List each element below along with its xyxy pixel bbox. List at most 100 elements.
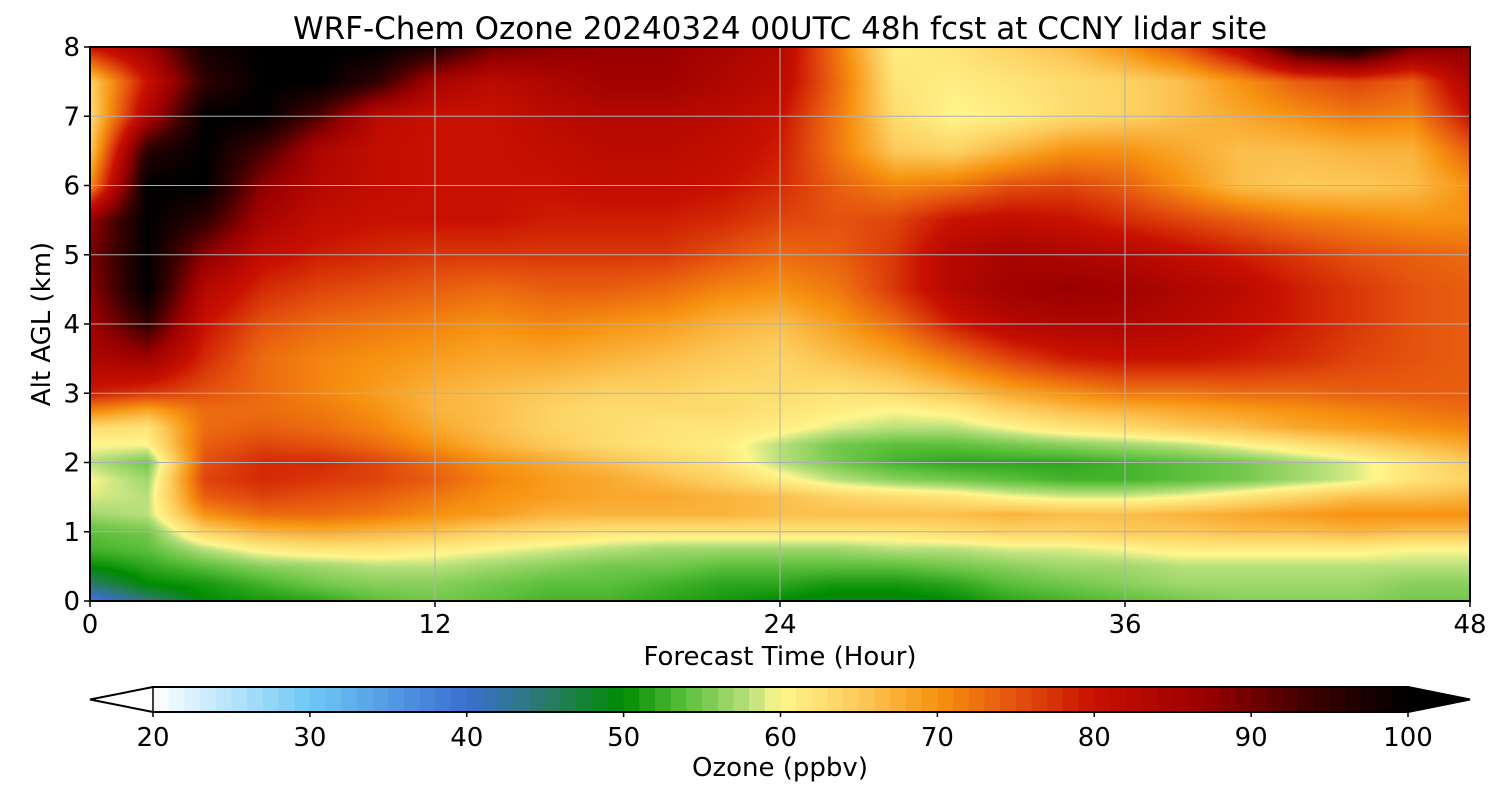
colorbar-tick-label: 100 [1383,723,1433,753]
colorbar-segment [874,687,891,712]
colorbar-segment [1376,687,1393,712]
colorbar-segment [670,687,687,712]
colorbar-segment [247,687,264,712]
colorbar-tick-label: 40 [450,723,483,753]
y-tick-label: 3 [63,379,80,409]
colorbar-segment [451,687,468,712]
colorbar-segment [858,687,876,712]
colorbar-segment [388,687,405,712]
colorbar-segment [215,687,233,712]
colorbar-segment [1313,687,1331,712]
y-tick-label: 0 [63,587,80,617]
colorbar-tick-label: 20 [136,723,169,753]
x-tick-label: 48 [1453,610,1486,640]
colorbar-segment [1125,687,1142,712]
y-tick-label: 8 [63,33,80,63]
colorbar-segment [278,687,295,712]
colorbar-segment [780,687,797,712]
colorbar-segment [262,687,280,712]
colorbar-segment [623,687,640,712]
colorbar-segment [1157,687,1174,712]
colorbar-segment [733,687,750,712]
colorbar-segment [513,687,531,712]
colorbar-tick-label: 60 [764,723,797,753]
colorbar-segment [168,687,185,712]
x-axis-label: Forecast Time (Hour) [643,642,916,672]
colorbar-segment [1204,687,1221,712]
y-tick-label: 6 [63,172,80,202]
colorbar-segment [1047,687,1064,712]
colorbar-segment [1329,687,1346,712]
colorbar-segment [1266,687,1284,712]
x-tick-label: 36 [1108,610,1141,640]
y-axis-label: Alt AGL (km) [27,242,57,406]
colorbar: 20 30 40 50 60 70 80 90 100 [89,686,1471,753]
colorbar-segment [749,687,766,712]
colorbar-segment [702,687,719,712]
colorbar-segment [906,687,923,712]
x-tick-label: 12 [418,610,451,640]
colorbar-segment [341,687,358,712]
colorbar-under-arrow [89,686,154,713]
colorbar-segment [294,687,311,712]
y-tick-label: 5 [63,241,80,271]
colorbar-segment [356,687,374,712]
colorbar-tick-label: 90 [1235,723,1268,753]
colorbar-segment [435,687,452,712]
colorbar-segment [1031,687,1048,712]
colorbar-segment [1094,687,1111,712]
colorbar-segment [545,687,562,712]
colorbar-segment [184,687,201,712]
colorbar-segment [372,687,389,712]
colorbar-segment [560,687,578,712]
grid-lines [90,47,1470,601]
colorbar-segment [231,687,248,712]
colorbar-segment [1392,687,1409,712]
colorbar-segment [1062,687,1080,712]
colorbar-segment [498,687,515,712]
colorbar-segment [843,687,860,712]
colorbar-segment [1282,687,1299,712]
colorbar-segment [607,687,625,712]
colorbar-segment [921,687,938,712]
colorbar-tick-label: 80 [1078,723,1111,753]
colorbar-segment [984,687,1001,712]
colorbar-segment [529,687,546,712]
y-tick-label: 4 [63,310,80,340]
colorbar-tick-label: 70 [921,723,954,753]
y-axis-ticks: 0 1 2 3 4 5 6 7 8 [63,33,90,617]
colorbar-segment [1172,687,1189,712]
colorbar-segment [1015,687,1033,712]
colorbar-segment [811,687,829,712]
colorbar-segment [419,687,436,712]
colorbar-segment [764,687,782,712]
colorbar-segment [1078,687,1095,712]
x-axis-ticks: 0 12 24 36 48 [82,601,1487,640]
colorbar-segment [466,687,484,712]
colorbar-segment [1219,687,1237,712]
colorbar-segment [1000,687,1017,712]
colorbar-segment [937,687,954,712]
colorbar-segment [968,687,986,712]
colorbar-segment [1109,687,1127,712]
colorbar-segment [1345,687,1362,712]
colorbar-segment [686,687,703,712]
colorbar-segment [1141,687,1158,712]
colorbar-segment [1251,687,1268,712]
colorbar-segment [1188,687,1205,712]
colorbar-over-arrow [1407,686,1471,713]
colorbar-segment [1235,687,1252,712]
colorbar-segment [1298,687,1315,712]
colorbar-segment [325,687,342,712]
x-tick-label: 0 [82,610,99,640]
colorbar-segment [404,687,421,712]
x-tick-label: 24 [763,610,796,640]
colorbar-tick-label: 50 [607,723,640,753]
y-tick-label: 1 [63,518,80,548]
colorbar-segment [309,687,327,712]
colorbar-label: Ozone (ppbv) [692,753,868,783]
colorbar-segment [153,687,170,712]
colorbar-segment [890,687,907,712]
chart-title: WRF-Chem Ozone 20240324 00UTC 48h fcst a… [293,11,1267,47]
